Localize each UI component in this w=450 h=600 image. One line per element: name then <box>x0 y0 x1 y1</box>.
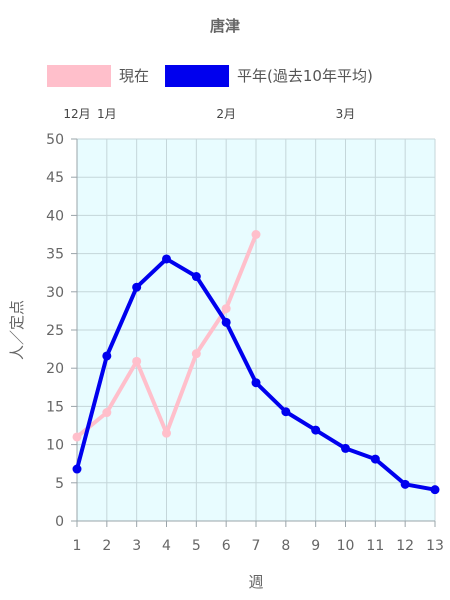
y-tick-label: 45 <box>46 170 64 186</box>
data-point-series-2 <box>162 254 171 264</box>
x-tick-label: 6 <box>222 538 231 554</box>
data-point-series-1 <box>102 408 112 418</box>
legend-swatch-1 <box>47 65 111 87</box>
data-point-series-1 <box>72 432 82 442</box>
legend-label-1: 現在 <box>119 67 149 85</box>
month-label: 12月 <box>63 107 90 121</box>
x-axis-label: 週 <box>248 573 263 591</box>
x-tick-label: 10 <box>337 538 355 554</box>
legend: 現在 平年(過去10年平均) <box>47 65 373 87</box>
data-point-series-2 <box>430 485 440 495</box>
data-point-series-2 <box>221 317 231 327</box>
data-point-series-1 <box>191 349 201 359</box>
y-tick-label: 15 <box>46 399 64 415</box>
data-point-series-1 <box>221 304 231 314</box>
x-tick-label: 13 <box>426 538 444 554</box>
x-tick-label: 8 <box>281 538 290 554</box>
data-point-series-2 <box>132 282 142 292</box>
x-tick-label: 12 <box>396 538 414 554</box>
data-point-series-2 <box>251 378 261 388</box>
y-tick-label: 25 <box>46 323 64 339</box>
data-point-series-2 <box>341 443 350 453</box>
data-point-series-2 <box>370 454 380 464</box>
legend-label-2: 平年(過去10年平均) <box>237 67 373 85</box>
data-point-series-1 <box>162 428 171 438</box>
x-tick-label: 7 <box>252 538 261 554</box>
y-axis-label: 人／定点 <box>8 300 26 360</box>
data-point-series-2 <box>102 351 112 361</box>
y-tick-label: 50 <box>46 132 64 148</box>
y-tick-label: 30 <box>46 285 64 301</box>
x-tick-label: 2 <box>102 538 111 554</box>
month-label: 1月 <box>97 107 117 121</box>
data-point-series-2 <box>281 407 291 417</box>
chart-title: 唐津 <box>210 17 240 35</box>
y-tick-label: 40 <box>46 208 64 224</box>
data-point-series-2 <box>311 425 321 435</box>
data-point-series-1 <box>132 356 142 366</box>
month-labels: 12月 1月 2月 3月 <box>63 107 355 121</box>
x-tick-label: 9 <box>311 538 320 554</box>
x-tick-label: 4 <box>162 538 171 554</box>
series-layer <box>72 230 440 495</box>
month-label: 3月 <box>336 107 356 121</box>
data-point-series-2 <box>72 464 82 474</box>
grid <box>76 138 436 522</box>
month-label: 2月 <box>216 107 236 121</box>
y-tick-label: 0 <box>55 514 64 530</box>
x-tick-label: 1 <box>73 538 82 554</box>
data-point-series-1 <box>251 230 261 239</box>
x-tick-label: 5 <box>192 538 201 554</box>
legend-swatch-2 <box>165 65 230 87</box>
x-tick-label: 3 <box>132 538 141 554</box>
data-point-series-2 <box>400 479 410 489</box>
y-tick-label: 10 <box>46 438 64 454</box>
y-tick-label: 35 <box>46 247 64 263</box>
x-tick-label: 11 <box>366 538 384 554</box>
y-tick-label: 5 <box>55 476 64 492</box>
data-point-series-2 <box>191 272 201 282</box>
y-tick-label: 20 <box>46 361 64 377</box>
